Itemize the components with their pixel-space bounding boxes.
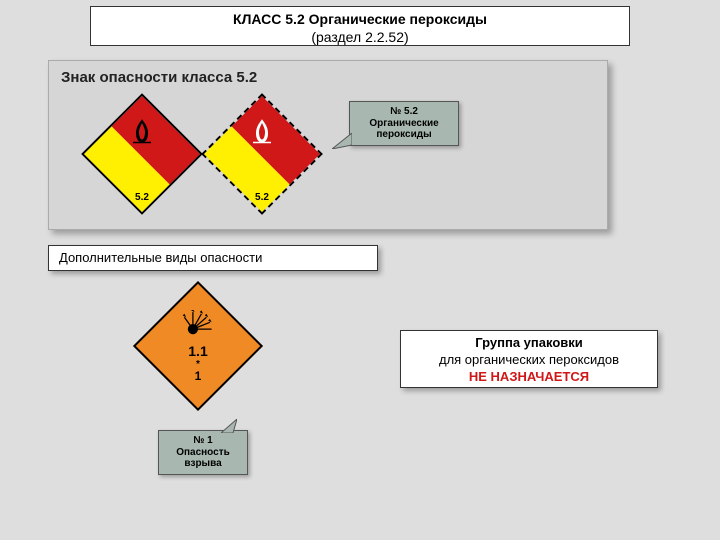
additional-hazards-box: Дополнительные виды опасности — [48, 245, 378, 271]
packaging-group-box: Группа упаковки для органических перокси… — [400, 330, 658, 388]
callout-line: Органические — [356, 118, 452, 130]
hazard-diamond-11: 1.1 * 1 — [152, 300, 244, 392]
diamond-number: 5.2 — [99, 192, 185, 203]
callout-line: пероксиды — [356, 129, 452, 141]
flame-icon — [247, 117, 277, 147]
hazard-diamond-52-black: 5.2 — [99, 111, 185, 197]
flame-icon — [127, 117, 157, 147]
callout-tail-icon — [221, 419, 237, 433]
title-box: КЛАСС 5.2 Органические пероксиды (раздел… — [90, 6, 630, 46]
callout-52: № 5.2 Органические пероксиды — [349, 101, 459, 146]
diamond-class: 1 — [152, 370, 244, 383]
diamond-labels: 1.1 * 1 — [152, 344, 244, 384]
callout-line: № 5.2 — [356, 106, 452, 118]
callout-tail-icon — [332, 133, 352, 149]
additional-hazards-label: Дополнительные виды опасности — [59, 250, 262, 265]
group-line3: НЕ НАЗНАЧАЕТСЯ — [401, 369, 657, 386]
hazard-diamond-52-white: 5.2 — [219, 111, 305, 197]
group-line1: Группа упаковки — [401, 335, 657, 352]
callout-line: Опасность — [165, 447, 241, 459]
title-line2: (раздел 2.2.52) — [91, 28, 629, 46]
callout-line: № 1 — [165, 435, 241, 447]
callout-11: № 1 Опасность взрыва — [158, 430, 248, 475]
diamond-number: 5.2 — [219, 192, 305, 203]
group-line2: для органических пероксидов — [401, 352, 657, 369]
main-hazard-panel: Знак опасности класса 5.2 5.2 5.2 № 5.2 … — [48, 60, 608, 230]
explosion-icon — [181, 310, 215, 338]
title-line1: КЛАСС 5.2 Органические пероксиды — [91, 10, 629, 28]
callout-line: взрыва — [165, 458, 241, 470]
diamond-subclass: 1.1 — [152, 344, 244, 359]
panel-header: Знак опасности класса 5.2 — [61, 69, 257, 86]
